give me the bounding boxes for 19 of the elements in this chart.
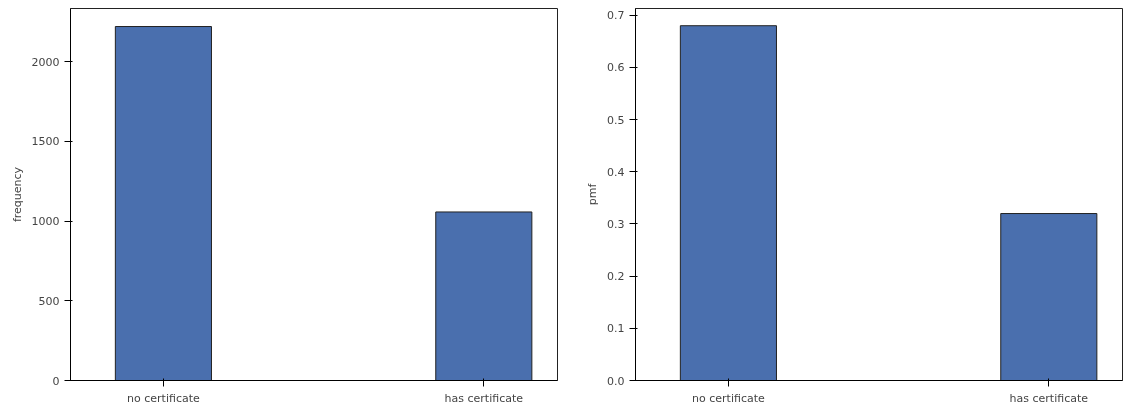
y-tick-label: 0.7	[607, 9, 625, 23]
y-tick-label: 0.4	[607, 165, 625, 179]
x-tick-label: has certificate	[444, 391, 524, 405]
y-tick-label: 500	[38, 294, 60, 308]
y-tick-label: 2000	[31, 55, 60, 69]
y-axis-title: frequency	[10, 166, 24, 223]
y-tick-label: 1000	[31, 215, 60, 229]
y-tick-label: 0.0	[607, 374, 625, 388]
y-tick-label: 1500	[31, 135, 60, 149]
y-tick-label: 0.3	[607, 217, 625, 231]
x-tick-label: no certificate	[692, 391, 765, 405]
x-tick-label: no certificate	[127, 391, 200, 405]
x-tick-label: has certificate	[1009, 391, 1089, 405]
y-axis-title: pmf	[586, 182, 600, 206]
y-tick-label: 0.6	[607, 61, 625, 75]
y-tick-label: 0.5	[607, 113, 625, 127]
y-tick-label: 0.1	[607, 322, 625, 336]
y-tick-label: 0	[52, 374, 60, 388]
y-tick-label: 0.2	[607, 270, 625, 284]
